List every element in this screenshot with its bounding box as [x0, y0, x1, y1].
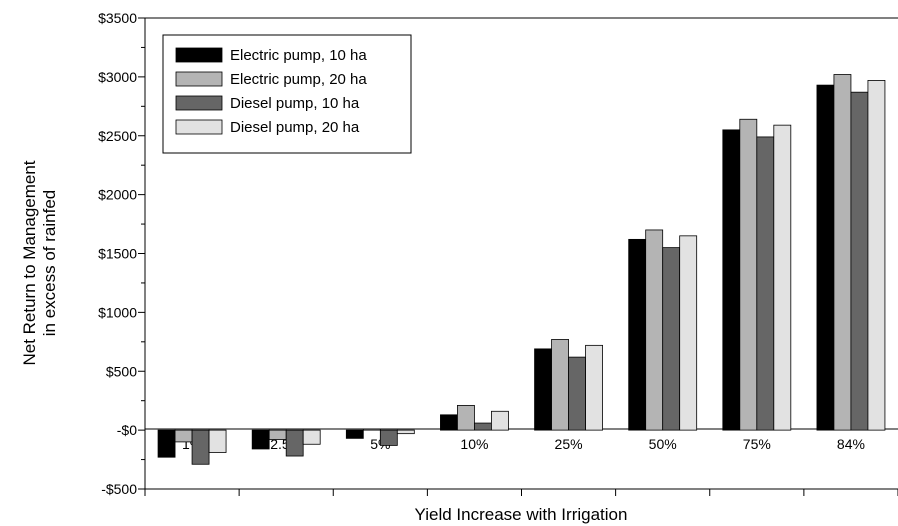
legend-entry: Diesel pump, 20 ha	[230, 119, 360, 136]
bar-diesel-pump-10-ha-84pct	[850, 91, 869, 431]
legend: Electric pump, 10 ha Electric pump, 20 ha…	[162, 34, 412, 154]
bar-diesel-pump-20-ha-5pct	[396, 429, 415, 435]
bar-diesel-pump-10-ha-2-5pct	[285, 429, 304, 457]
y-tick-label: $2500	[98, 128, 137, 144]
bar-electric-pump-20-ha-25pct	[551, 339, 569, 431]
y-tick-label: $1000	[98, 304, 137, 320]
bar-diesel-pump-10-ha-1pct	[191, 429, 210, 465]
x-tick-label: 10%	[460, 436, 488, 452]
bar-electric-pump-10-ha-50pct	[628, 238, 647, 431]
bar-electric-pump-10-ha-10pct	[440, 414, 458, 431]
bar-electric-pump-10-ha-1pct	[157, 429, 176, 458]
x-tick-label: 50%	[649, 436, 677, 452]
bar-diesel-pump-20-ha-25pct	[585, 344, 603, 431]
legend-entry: Electric pump, 20 ha	[230, 71, 367, 88]
bar-electric-pump-20-ha-10pct	[457, 404, 475, 431]
legend-swatch	[175, 119, 223, 135]
y-tick-label: -$500	[101, 481, 137, 497]
bar-diesel-pump-10-ha-10pct	[474, 422, 492, 431]
bar-electric-pump-10-ha-25pct	[534, 348, 552, 431]
bar-electric-pump-20-ha-50pct	[645, 229, 664, 431]
y-tick-label: $2000	[98, 187, 137, 203]
legend-swatch	[175, 71, 223, 87]
bar-electric-pump-10-ha-84pct	[816, 84, 835, 431]
bar-diesel-pump-10-ha-75pct	[756, 136, 775, 431]
bar-diesel-pump-20-ha-75pct	[773, 124, 792, 431]
plot-area: $3500 $3000 $2500 $2000 $1500 $1000 $500 -$0 -$5…	[98, 10, 898, 497]
bar-diesel-pump-20-ha-10pct	[491, 410, 509, 431]
x-axis-title: Yield Increase with Irrigation	[415, 505, 628, 524]
legend-entry: Electric pump, 10 ha	[230, 47, 367, 64]
x-tick-label: 75%	[743, 436, 771, 452]
bar-electric-pump-20-ha-1pct	[174, 429, 193, 443]
bar-diesel-pump-20-ha-2-5pct	[302, 429, 321, 445]
y-tick-label: $1500	[98, 246, 137, 262]
x-tick-label: 25%	[555, 436, 583, 452]
y-tick-label: $3500	[98, 10, 137, 26]
bar-electric-pump-10-ha-75pct	[722, 129, 741, 431]
bar-diesel-pump-20-ha-84pct	[867, 80, 886, 431]
y-tick-label: $500	[106, 363, 137, 379]
y-axis-title-line1: Net Return to Management	[20, 160, 39, 365]
legend-entry: Diesel pump, 10 ha	[230, 95, 360, 112]
bar-diesel-pump-10-ha-5pct	[379, 429, 398, 446]
bar-electric-pump-20-ha-5pct	[362, 428, 381, 431]
bar-electric-pump-20-ha-84pct	[833, 74, 852, 431]
bar-electric-pump-10-ha-2-5pct	[251, 429, 270, 450]
y-tick-label: $3000	[98, 69, 137, 85]
bar-electric-pump-20-ha-75pct	[739, 118, 758, 431]
bar-diesel-pump-20-ha-1pct	[208, 429, 227, 453]
bar-electric-pump-10-ha-5pct	[345, 429, 364, 439]
legend-swatch	[175, 95, 223, 111]
bar-diesel-pump-10-ha-25pct	[568, 356, 586, 431]
legend-swatch	[175, 47, 223, 63]
bar-electric-pump-20-ha-2-5pct	[268, 429, 287, 440]
y-tick-label: -$0	[117, 422, 137, 438]
bar-diesel-pump-20-ha-50pct	[679, 235, 698, 431]
bar-diesel-pump-10-ha-50pct	[662, 247, 681, 431]
y-axis-title-line2: in excess of rainfed	[40, 190, 59, 336]
x-tick-label: 84%	[837, 436, 865, 452]
